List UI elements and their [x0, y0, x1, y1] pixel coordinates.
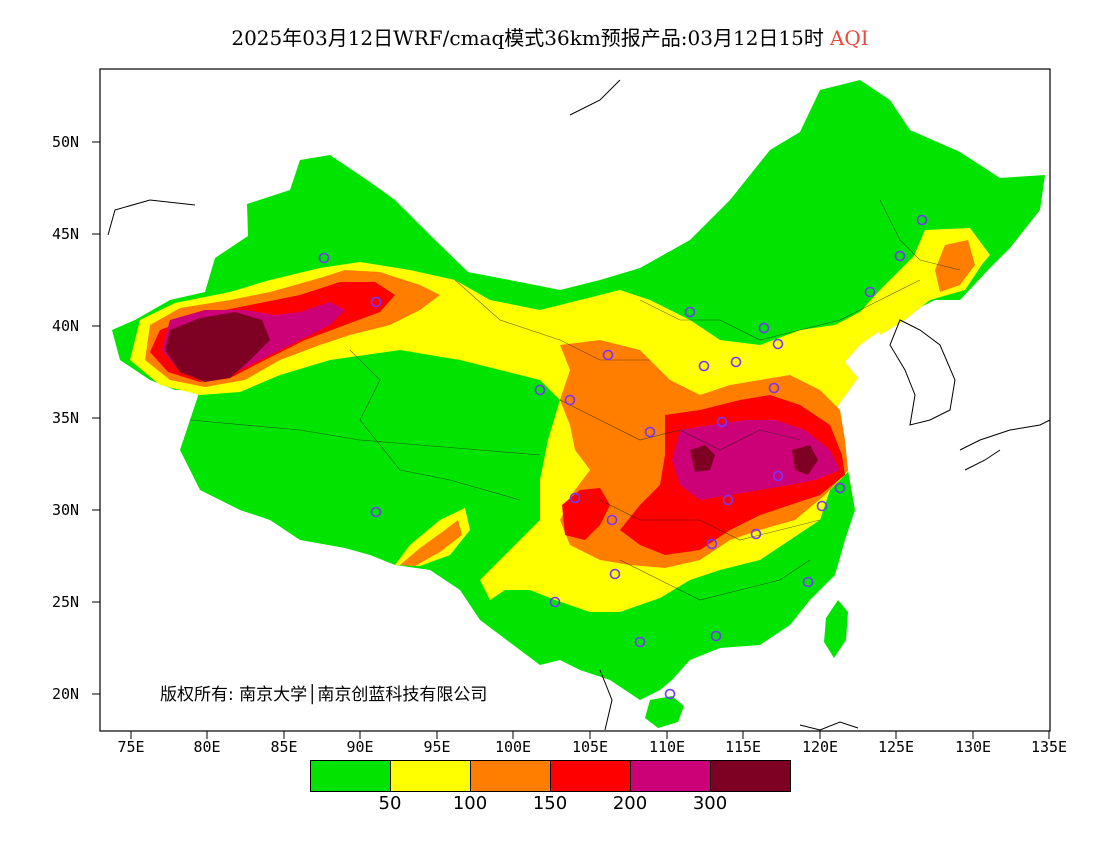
coastline-mongolia-border	[107, 79, 621, 236]
legend-label: 150	[532, 793, 568, 814]
region-maroon-east	[792, 445, 818, 475]
x-tick-label: 100E	[494, 738, 532, 756]
region-orange-ne	[935, 240, 975, 292]
x-tick-label: 85E	[270, 738, 298, 756]
region-orange-sw	[400, 520, 462, 566]
y-tick-label: 40N	[52, 317, 80, 335]
title-variable: AQI	[829, 26, 869, 50]
coastline-korea	[889, 319, 956, 426]
coastline	[107, 79, 1051, 731]
y-tick-label: 25N	[52, 593, 80, 611]
coastline-indochina	[599, 669, 859, 731]
x-tick-label: 80E	[193, 738, 221, 756]
legend-label: 100	[452, 793, 488, 814]
y-tick-label: 20N	[52, 685, 80, 703]
x-tick-label: 130E	[954, 738, 992, 756]
legend-swatch-sensitive	[471, 761, 551, 791]
x-tick-label: 115E	[724, 738, 762, 756]
legend-label: 300	[692, 793, 728, 814]
legend-swatch-good	[311, 761, 391, 791]
y-tick-label: 50N	[52, 133, 80, 151]
region-green-taiwan	[824, 600, 848, 658]
map-regions	[112, 80, 1045, 728]
x-tick-label: 90E	[346, 738, 374, 756]
province-borders	[189, 199, 961, 601]
copyright-text: 版权所有: 南京大学│南京创蓝科技有限公司	[160, 685, 488, 705]
x-tick-label: 120E	[801, 738, 839, 756]
x-tick-label: 125E	[877, 738, 915, 756]
region-maroon	[165, 312, 270, 382]
y-tick-label: 30N	[52, 501, 80, 519]
x-tick-label: 105E	[571, 738, 609, 756]
region-maroon-central	[690, 445, 715, 472]
x-tick-label: 75E	[117, 738, 145, 756]
legend-swatch-hazardous	[711, 761, 790, 791]
legend-label: 200	[612, 793, 648, 814]
x-tick-label: 95E	[423, 738, 451, 756]
map-title: 2025年03月12日WRF/cmaq模式36km预报产品:03月12日15时 A…	[0, 22, 1100, 51]
color-legend	[310, 760, 791, 792]
coastline-japan	[959, 419, 1051, 471]
region-yellow-sw	[395, 508, 470, 566]
axis-ticks	[92, 141, 1050, 739]
region-red-sw	[562, 488, 610, 540]
legend-swatch-moderate	[391, 761, 471, 791]
x-tick-label: 135E	[1030, 738, 1068, 756]
y-tick-label: 45N	[52, 225, 80, 243]
region-magenta-central	[672, 420, 840, 500]
region-green-hainan	[645, 696, 684, 728]
x-tick-label: 110E	[648, 738, 686, 756]
legend-swatch-unhealthy	[551, 761, 631, 791]
station-markers	[318, 214, 928, 700]
y-tick-label: 35N	[52, 409, 80, 427]
title-text: 2025年03月12日WRF/cmaq模式36km预报产品:03月12日15时	[231, 26, 824, 50]
legend-label: 50	[378, 793, 402, 814]
legend-swatch-very-unhealthy	[631, 761, 711, 791]
